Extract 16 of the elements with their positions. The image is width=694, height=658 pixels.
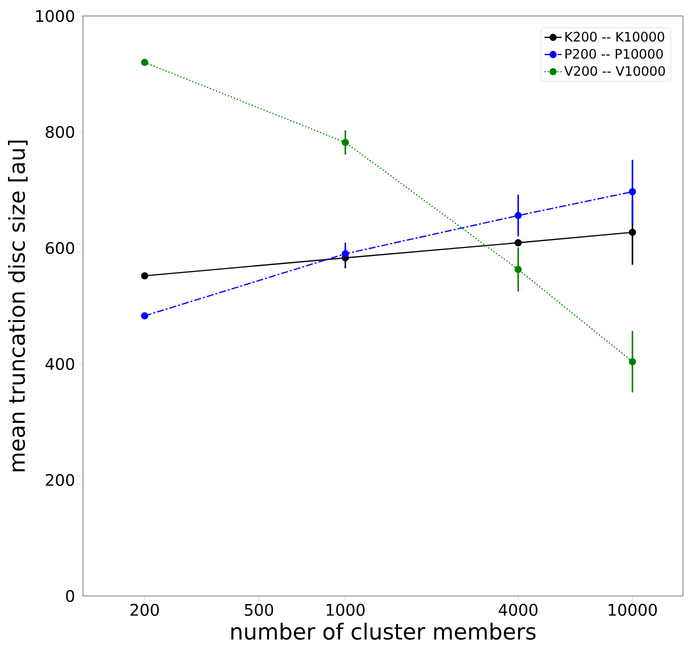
y-tick-label: 1000: [36, 10, 74, 22]
legend-label: K200 -- K10000: [565, 32, 664, 42]
x-tick-label: 200: [130, 604, 159, 616]
x-tick-label: 10000: [608, 604, 657, 616]
legend-label: P200 -- P10000: [565, 48, 663, 59]
y-axis-title: mean truncation disc size [au]: [8, 140, 28, 472]
x-tick-label: 500: [244, 604, 274, 616]
legend-label: V200 -- V10000: [564, 66, 665, 76]
y-tick-label: 800: [46, 126, 74, 138]
y-tick-label: 600: [46, 242, 74, 254]
y-tick-label: 0: [66, 590, 74, 602]
x-tick-label: 4000: [498, 604, 538, 616]
y-tick-label: 400: [45, 358, 74, 370]
y-tick-label: 200: [46, 474, 74, 486]
x-axis-title: number of cluster members: [231, 622, 536, 640]
x-tick-label: 1000: [326, 604, 365, 616]
